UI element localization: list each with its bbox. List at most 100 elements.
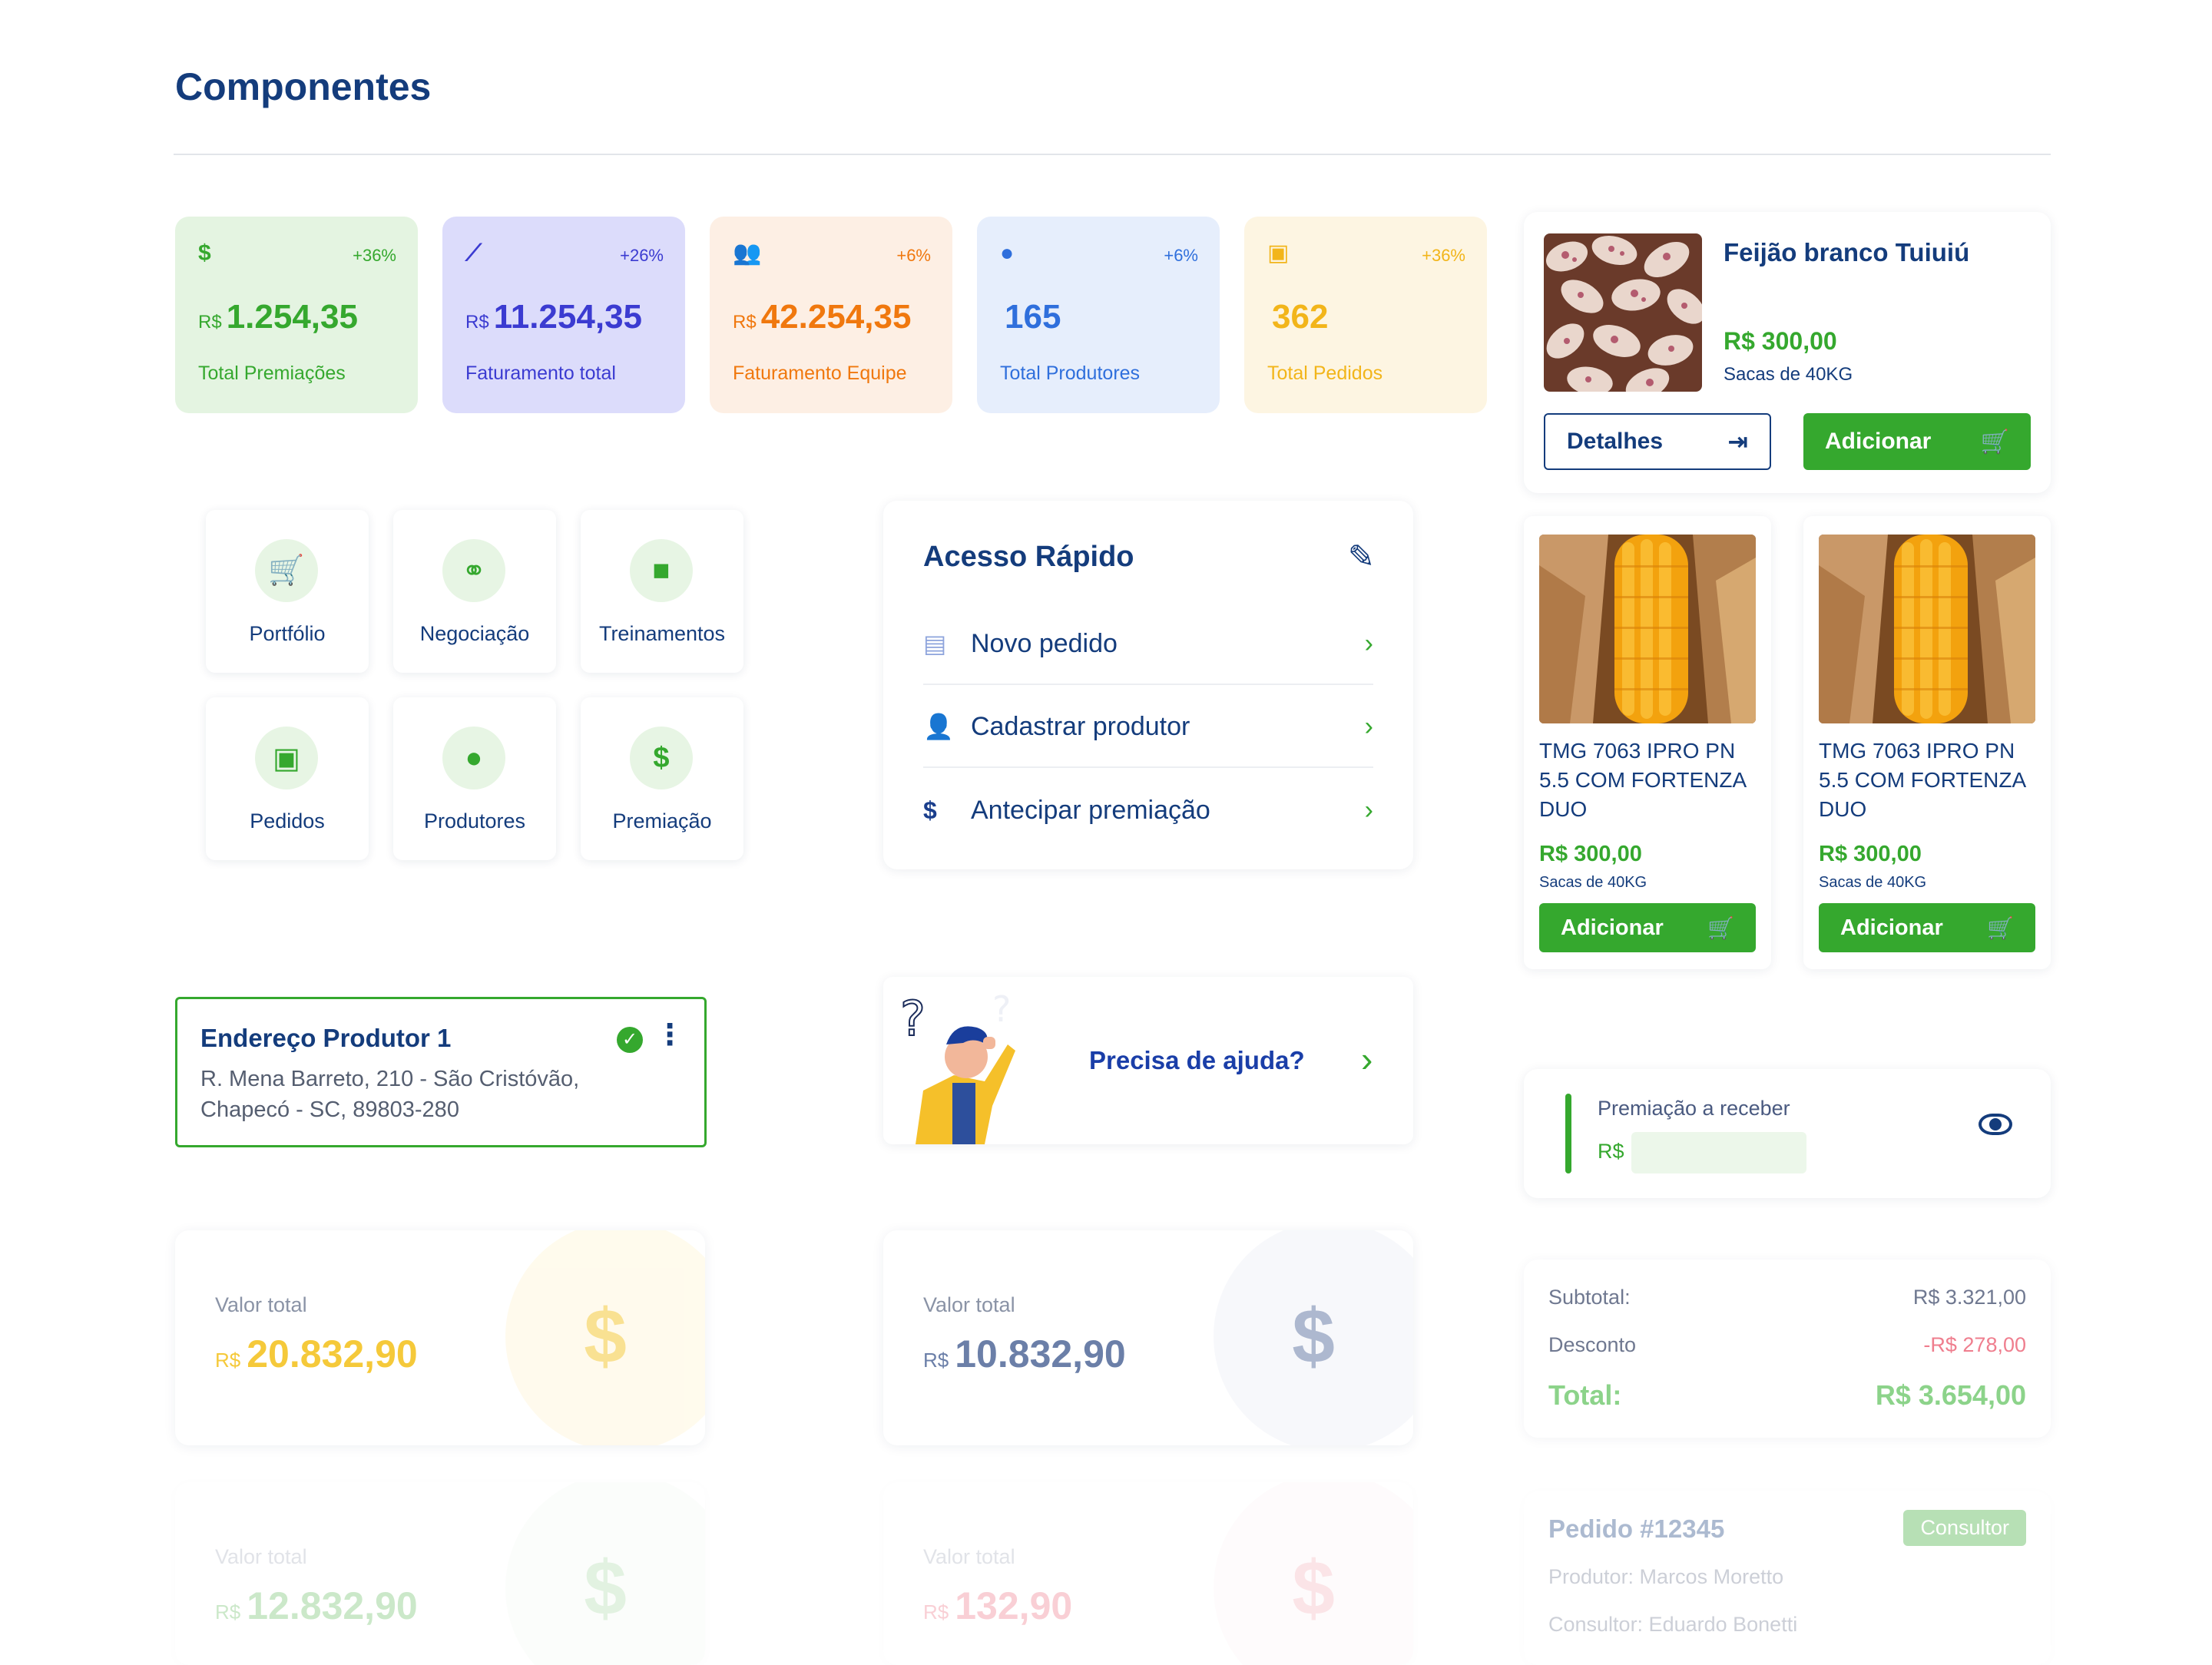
quick-access-item[interactable]: 👤 Cadastrar produtor › [923,687,1373,768]
total-label: Total: [1548,1379,1622,1411]
help-label: Precisa de ajuda? [1089,1046,1305,1074]
login-arrow-icon: ⇥ [1727,428,1748,455]
shortcut-tile[interactable]: ● Produtores [393,697,556,860]
stat-currency: R$ [733,312,757,333]
quick-access-label: Antecipar premiação [971,795,1210,825]
tile-label: Premiação [612,809,712,832]
stat-card: ⟋ +26% R$ 11.254,35 Faturamento total [442,217,685,413]
value-amount: R$ 12.832,90 [215,1584,418,1628]
quick-access-card: Acesso Rápido ✎ ▤ Novo pedido › 👤 Cadast… [883,501,1413,869]
stat-label: Total Pedidos [1267,362,1383,384]
stat-label: Faturamento total [465,362,616,384]
subtotal-value: R$ 3.321,00 [1912,1286,2026,1309]
product-unit: Sacas de 40KG [1539,874,1647,891]
details-button[interactable]: Detalhes ⇥ [1544,413,1771,470]
quick-access-item[interactable]: ▤ Novo pedido › [923,604,1373,685]
stat-percentage: +6% [1164,246,1198,265]
value-circle: $ [505,1230,705,1445]
total-value: R$ 3.654,00 [1875,1379,2026,1411]
value-number: 12.832,90 [247,1584,418,1627]
value-label: Valor total [923,1545,1015,1568]
cart-icon: 🛒 [1707,915,1734,940]
stat-label: Faturamento Equipe [733,362,907,384]
team-icon: 👥 [733,240,762,266]
value-currency: R$ [215,1349,241,1372]
quick-access-item[interactable]: $ Antecipar premiação › [923,770,1373,851]
quick-access-label: Cadastrar produtor [971,711,1190,741]
product-name-line-3: DUO [1539,797,1588,821]
product-card-main: Feijão branco Tuiuiú R$ 300,00 Sacas de … [1524,212,2051,493]
stat-value: R$ 42.254,35 [733,298,911,336]
chevron-right-icon: › [1361,1039,1373,1079]
address-card[interactable]: Endereço Produtor 1 ✓ ⋮ R. Mena Barreto,… [175,997,707,1147]
value-number: 20.832,90 [247,1332,418,1375]
cart-icon: 🛒 [1980,429,2009,455]
title-divider [174,154,2051,155]
product-name-line-3: DUO [1819,797,1867,821]
reward-card: Premiação a receber R$ [1524,1069,2051,1198]
stat-amount: 1.254,35 [226,298,358,336]
product-name-line-2: 5.5 COM FORTENZA [1539,768,1747,792]
stat-value: 165 [1000,298,1061,336]
product-image [1539,535,1756,723]
add-button-label: Adicionar [1825,429,1932,454]
value-label: Valor total [215,1293,307,1316]
add-button-label: Adicionar [1561,915,1664,940]
more-options-icon[interactable]: ⋮ [655,1019,684,1051]
shortcut-tile[interactable]: ⚭ Negociação [393,510,556,673]
subtotal-label: Subtotal: [1548,1286,1631,1309]
shortcut-tile[interactable]: ■ Treinamentos [581,510,743,673]
product-image [1544,233,1702,392]
tile-label: Produtores [423,809,526,832]
shortcut-tile[interactable]: ▣ Pedidos [206,697,369,860]
order-title: Pedido #12345 [1548,1514,1725,1543]
reward-hidden-value [1631,1132,1806,1173]
stat-percentage: +6% [896,246,931,265]
video-icon: ■ [630,539,693,602]
value-circle: $ [1214,1230,1413,1445]
shortcut-tile[interactable]: 🛒 Portfólio [206,510,369,673]
address-title: Endereço Produtor 1 [200,1024,452,1052]
svg-text:?: ? [900,991,926,1047]
add-to-cart-button[interactable]: Adicionar 🛒 [1803,413,2031,470]
cart-icon: 🛒 [255,539,318,602]
value-currency: R$ [923,1600,949,1624]
product-price: R$ 300,00 [1539,842,1642,866]
stat-card: $ +36% R$ 1.254,35 Total Premiações [175,217,418,413]
product-name-line-1: TMG 7063 IPRO PN [1539,739,1736,763]
add-to-cart-button[interactable]: Adicionar 🛒 [1819,903,2035,952]
value-number: 10.832,90 [955,1332,1126,1375]
stat-label: Total Premiações [198,362,346,384]
product-price: R$ 300,00 [1819,842,1922,866]
dollar-icon: $ [923,796,937,824]
add-to-cart-button[interactable]: Adicionar 🛒 [1539,903,1756,952]
value-circle: $ [505,1482,705,1665]
clipboard-icon: ▣ [1267,240,1290,266]
stat-card: ● +6% 165 Total Produtores [977,217,1220,413]
add-button-label: Adicionar [1840,915,1943,940]
check-circle-icon: ✓ [617,1027,643,1053]
product-card: TMG 7063 IPRO PN 5.5 COM FORTENZA DUO R$ 30… [1803,516,2051,969]
cart-icon: 🛒 [1987,915,2014,940]
value-amount: R$ 10.832,90 [923,1332,1126,1376]
chevron-right-icon: › [1364,628,1373,658]
address-line-1: R. Mena Barreto, 210 - São Cristóvão, [200,1067,580,1091]
dollar-icon: $ [584,1293,627,1379]
help-card[interactable]: ? ? Precisa de ajuda? › [883,977,1413,1144]
dollar-icon: $ [1292,1293,1335,1379]
edit-icon[interactable]: ✎ [1347,538,1375,574]
stat-currency: R$ [198,312,222,333]
order-consultant: Consultor: Eduardo Bonetti [1548,1613,1798,1636]
shortcut-tile[interactable]: $ Premiação [581,697,743,860]
eye-icon[interactable] [1979,1114,2012,1135]
chevron-right-icon: › [1364,795,1373,825]
value-number: 132,90 [955,1584,1073,1627]
stat-amount: 11.254,35 [493,298,643,336]
tile-label: Portfólio [249,622,326,645]
value-card: $ Valor total R$ 10.832,90 [883,1230,1413,1445]
product-unit: Sacas de 40KG [1724,364,1853,385]
value-currency: R$ [215,1600,241,1624]
value-card: $ Valor total R$ 20.832,90 [175,1230,705,1445]
value-label: Valor total [923,1293,1015,1316]
order-card[interactable]: Pedido #12345 Consultor Produtor: Marcos… [1524,1491,2051,1665]
